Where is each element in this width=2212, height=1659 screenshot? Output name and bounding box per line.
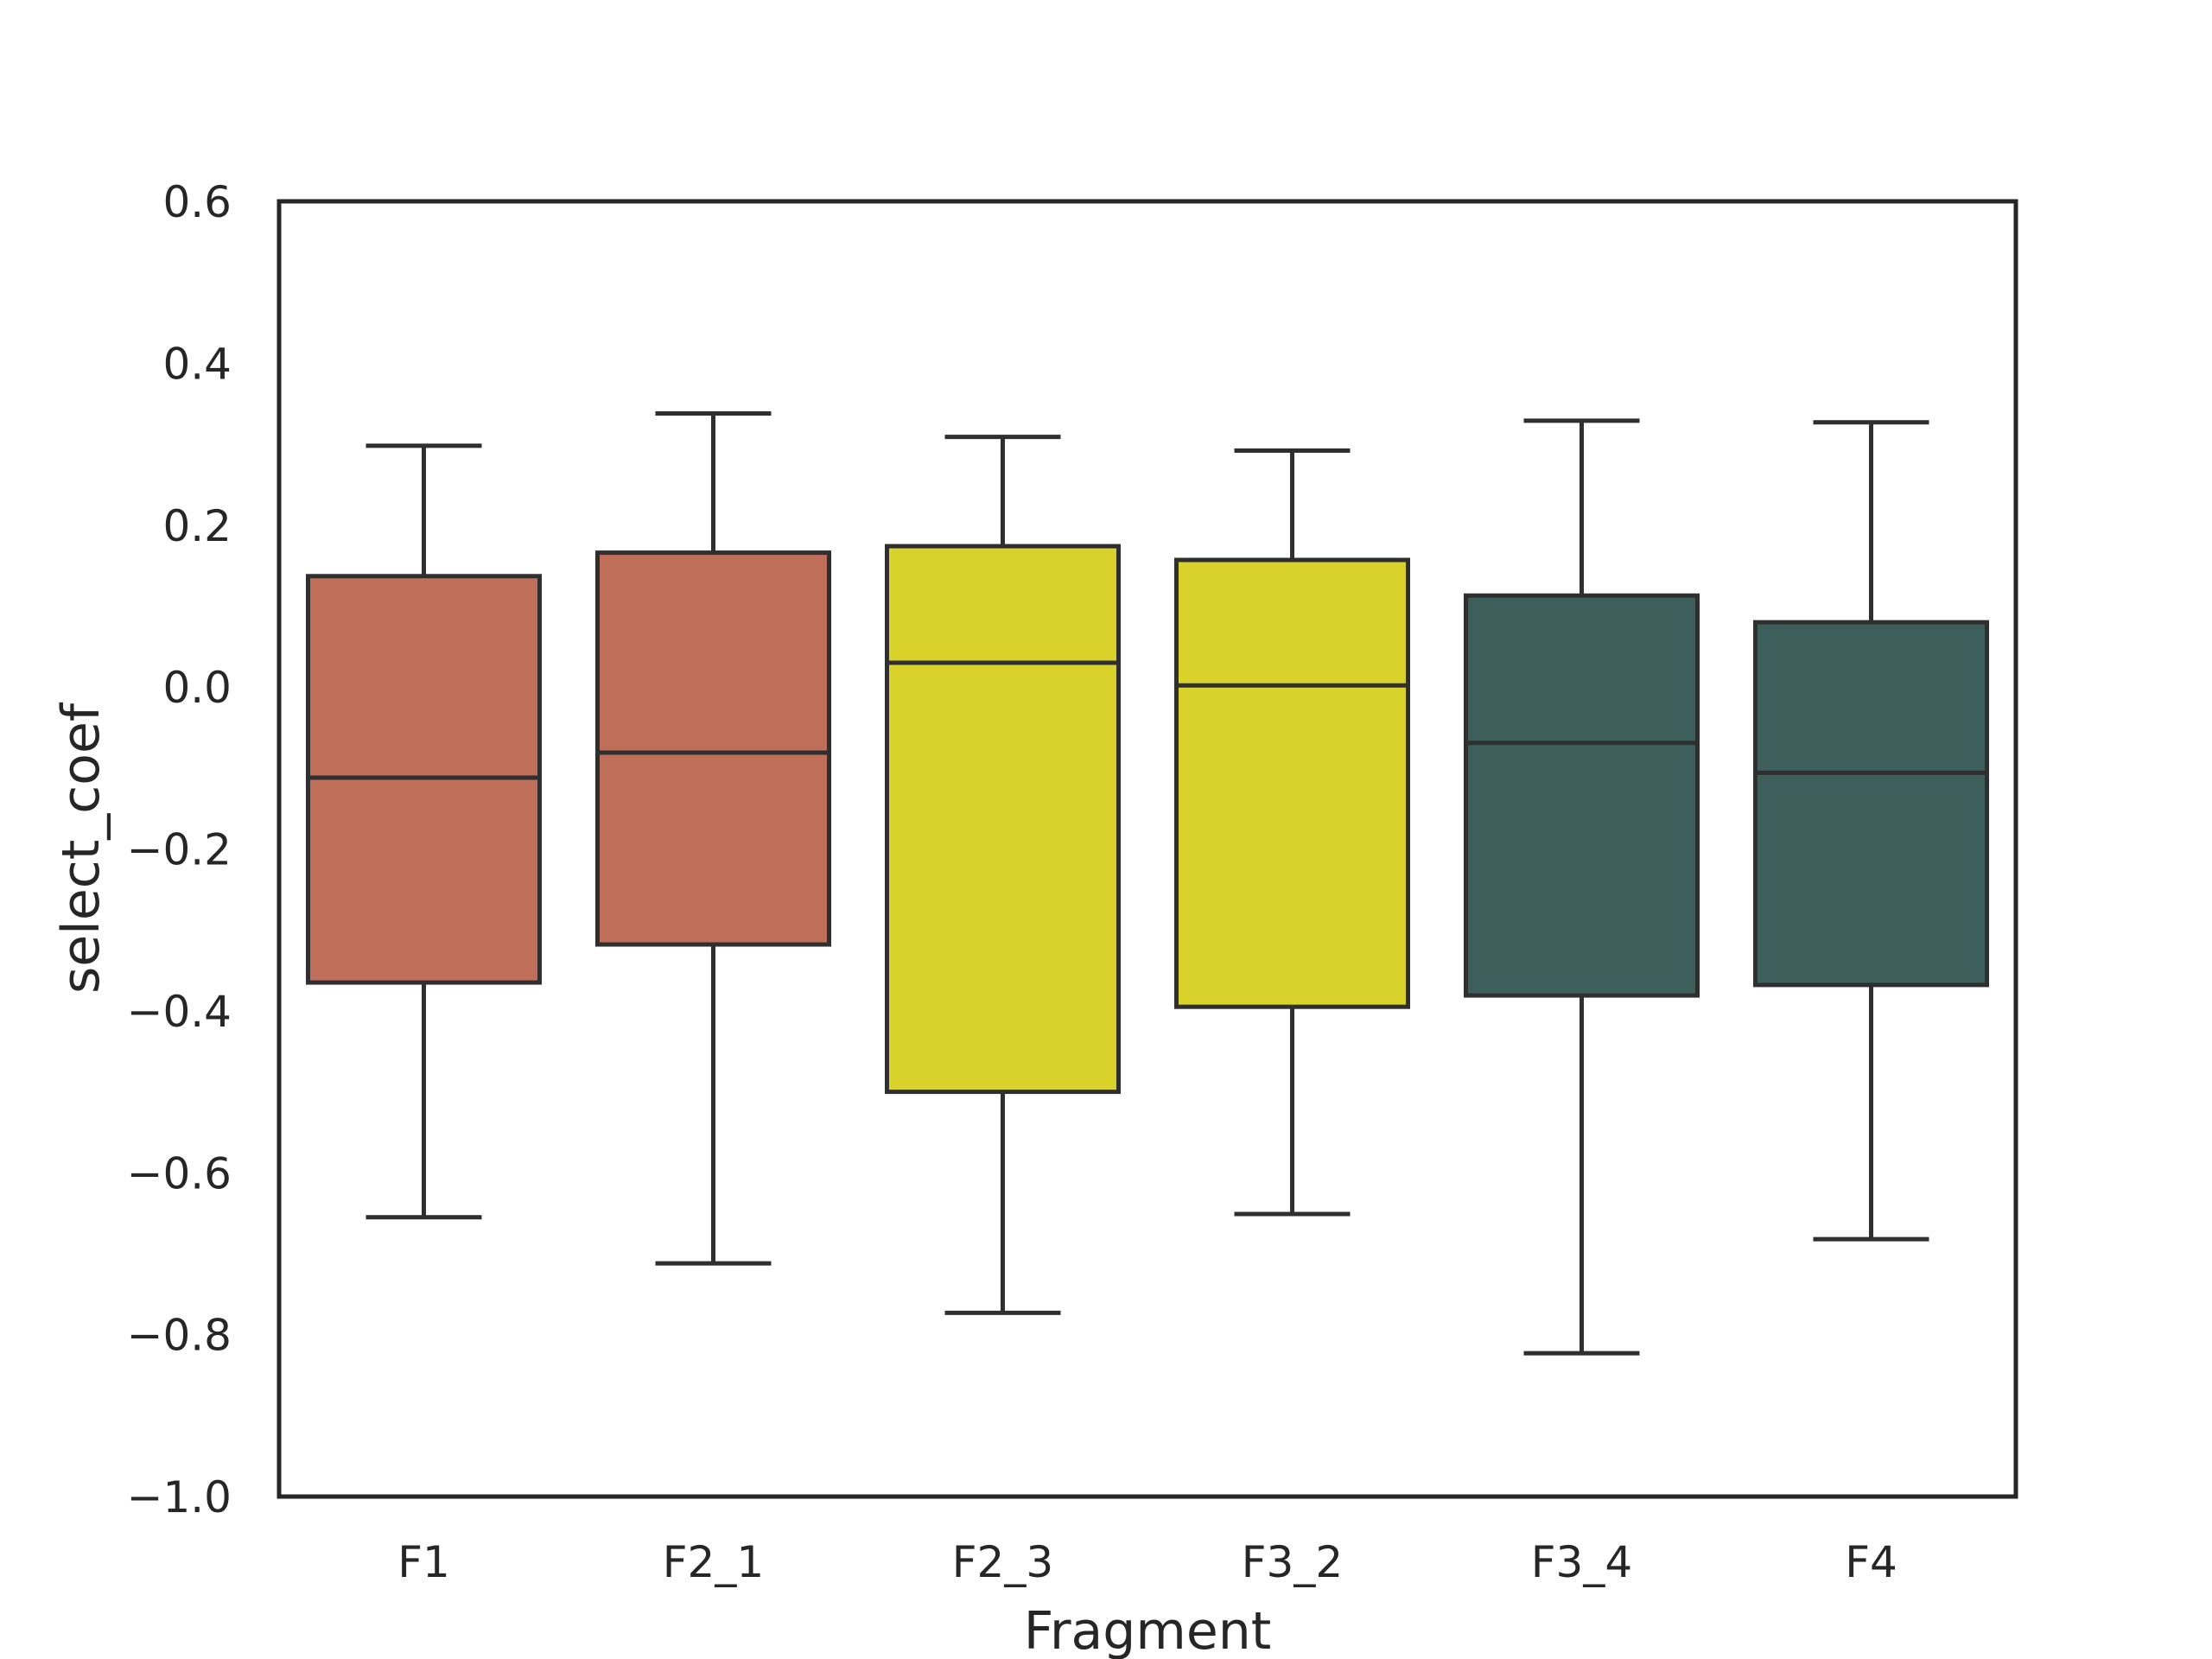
x-tick-label: F2_3 bbox=[952, 1537, 1053, 1587]
iqr-box bbox=[595, 550, 831, 947]
box-series bbox=[306, 410, 1989, 1356]
y-tick-label: −1.0 bbox=[127, 1472, 232, 1522]
y-axis-ticks: 0.6 0.4 0.2 0.0 −0.2 −0.4 −0.6 −0.8 −1.0 bbox=[127, 177, 232, 1522]
x-tick-label: F3_2 bbox=[1242, 1537, 1343, 1587]
iqr-box bbox=[1464, 593, 1700, 998]
plot-frame bbox=[276, 199, 2018, 1499]
iqr-box bbox=[1174, 557, 1410, 1009]
box-f2-3 bbox=[885, 435, 1121, 1315]
box-f2-1 bbox=[595, 410, 831, 1266]
x-tick-label: F3_4 bbox=[1531, 1537, 1632, 1587]
x-axis-ticks: F1 F2_1 F2_3 F3_2 F3_4 F4 bbox=[397, 1537, 1897, 1587]
y-tick-label: 0.6 bbox=[162, 177, 232, 227]
y-tick-label: 0.0 bbox=[162, 663, 232, 713]
x-tick-label: F2_1 bbox=[663, 1537, 764, 1587]
y-tick-label: −0.4 bbox=[127, 987, 232, 1037]
iqr-box bbox=[1753, 620, 1989, 988]
box-f4 bbox=[1753, 420, 1989, 1242]
y-tick-label: −0.2 bbox=[127, 825, 232, 875]
y-axis-label: select_coef bbox=[51, 702, 111, 994]
y-tick-label: −0.6 bbox=[127, 1148, 232, 1198]
y-tick-label: 0.2 bbox=[162, 501, 232, 551]
iqr-box bbox=[885, 543, 1121, 1095]
y-tick-label: −0.8 bbox=[127, 1311, 232, 1361]
box-f1 bbox=[306, 443, 542, 1220]
y-tick-label: 0.4 bbox=[162, 339, 232, 389]
box-f3-4 bbox=[1464, 418, 1700, 1356]
x-tick-label: F4 bbox=[1845, 1537, 1897, 1587]
x-axis-label: Fragment bbox=[1024, 1601, 1272, 1659]
box-f3-2 bbox=[1174, 448, 1410, 1217]
x-tick-label: F1 bbox=[397, 1537, 450, 1587]
